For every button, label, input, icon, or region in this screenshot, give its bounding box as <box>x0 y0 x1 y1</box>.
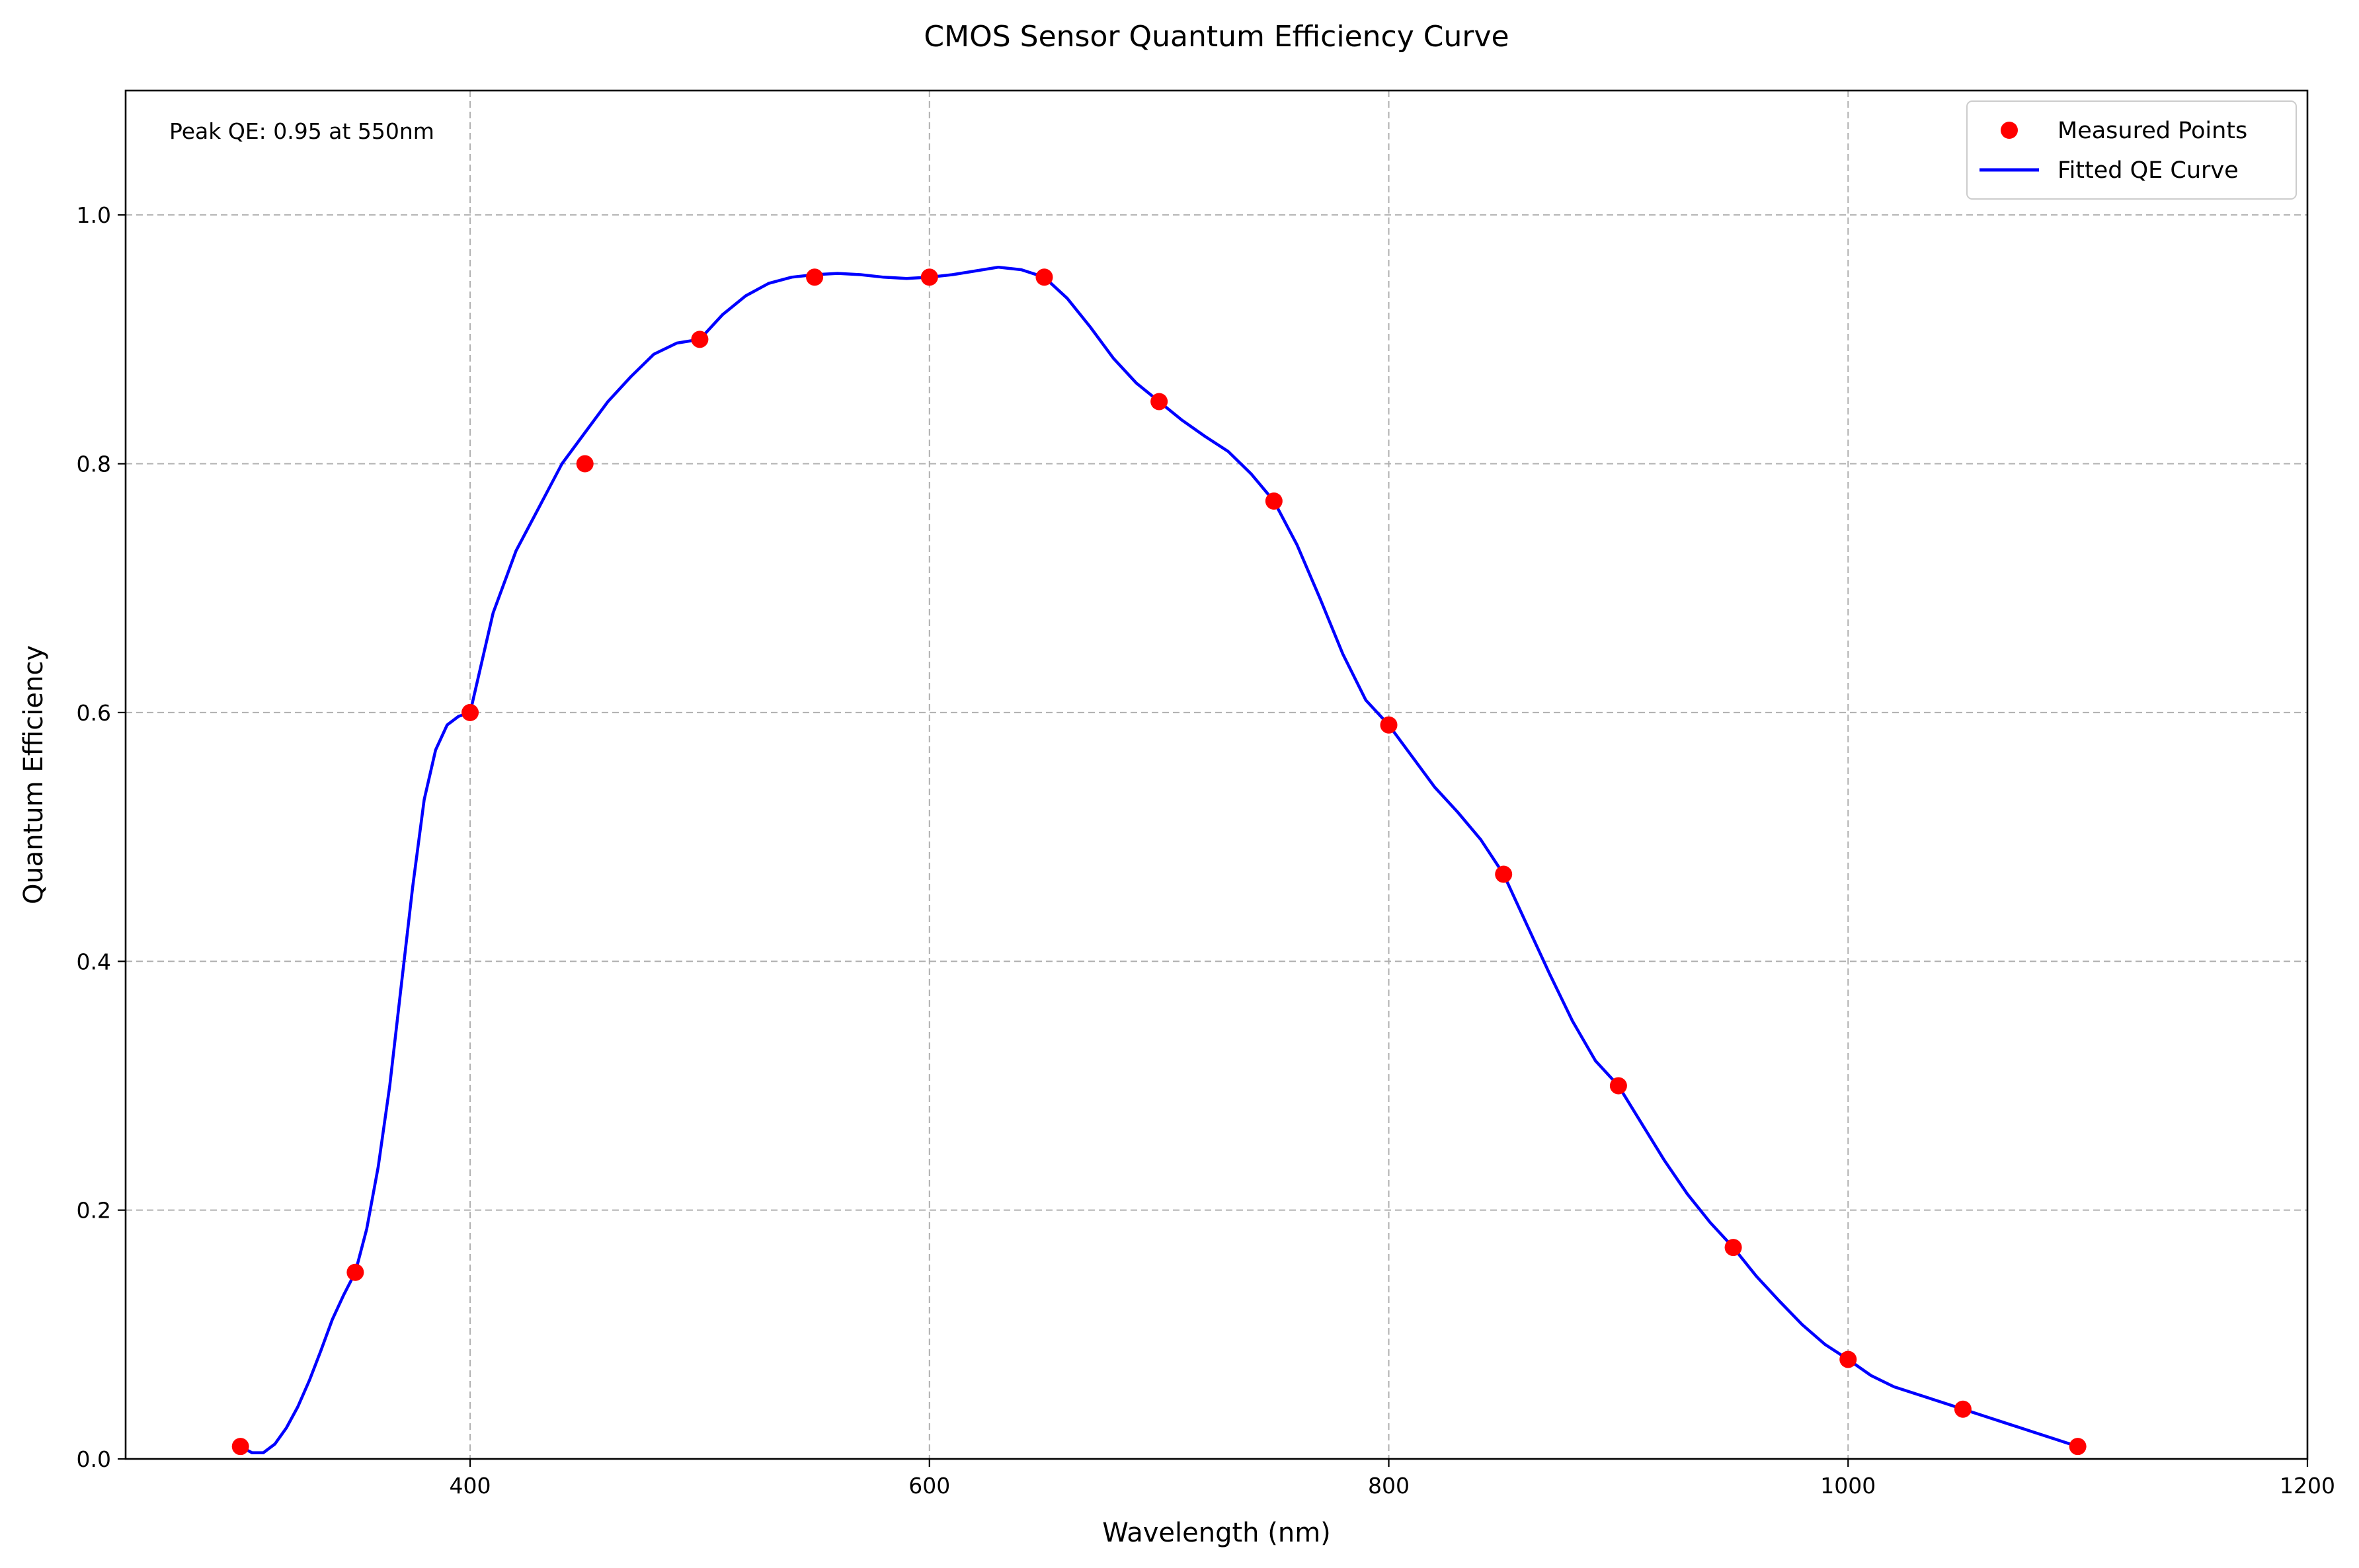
y-tick-label: 0.8 <box>77 451 111 477</box>
measured-point <box>1495 865 1513 883</box>
measured-point <box>806 268 824 286</box>
legend-box <box>1966 100 2297 200</box>
measured-point <box>461 703 479 721</box>
measured-point <box>1380 716 1398 734</box>
measured-point <box>346 1263 364 1281</box>
measured-point <box>1839 1351 1857 1368</box>
x-tick-label: 1000 <box>1820 1473 1876 1499</box>
measured-point <box>2069 1438 2087 1456</box>
measured-point <box>1724 1239 1742 1257</box>
peak-annotation: Peak QE: 0.95 at 550nm <box>169 118 434 144</box>
chart-title: CMOS Sensor Quantum Efficiency Curve <box>924 20 1509 54</box>
legend: Measured Points Fitted QE Curve <box>1966 100 2297 200</box>
measured-point <box>1265 492 1283 510</box>
x-tick-label: 400 <box>450 1473 491 1499</box>
legend-label-fitted: Fitted QE Curve <box>2058 157 2239 184</box>
plot-frame <box>124 89 2309 1460</box>
measured-point <box>231 1438 249 1456</box>
measured-point <box>1035 268 1053 286</box>
x-tick-label: 800 <box>1368 1473 1410 1499</box>
legend-scatter-marker <box>2001 122 2018 139</box>
measured-point <box>576 455 594 473</box>
measured-point <box>1609 1077 1627 1095</box>
measured-point <box>920 268 938 286</box>
measured-point <box>691 331 709 348</box>
measured-point <box>1150 393 1168 411</box>
x-tick-label: 1200 <box>2280 1473 2335 1499</box>
y-tick-label: 1.0 <box>77 202 111 228</box>
axis-ticks: 400 600 800 1000 1200 0.0 0.2 0.4 0.6 0.8 1.0 <box>77 202 2335 1499</box>
y-tick-label: 0.0 <box>77 1446 111 1472</box>
series-layer <box>231 265 2087 1456</box>
x-tick-label: 600 <box>908 1473 950 1499</box>
measured-point <box>1954 1400 1972 1418</box>
x-axis-label: Wavelength (nm) <box>1102 1518 1331 1548</box>
y-tick-label: 0.6 <box>77 700 111 726</box>
grid-lines <box>126 91 2307 1459</box>
y-tick-label: 0.4 <box>77 949 111 974</box>
legend-label-measured: Measured Points <box>2058 118 2247 144</box>
y-tick-label: 0.2 <box>77 1198 111 1224</box>
y-axis-label: Quantum Efficiency <box>19 645 49 904</box>
